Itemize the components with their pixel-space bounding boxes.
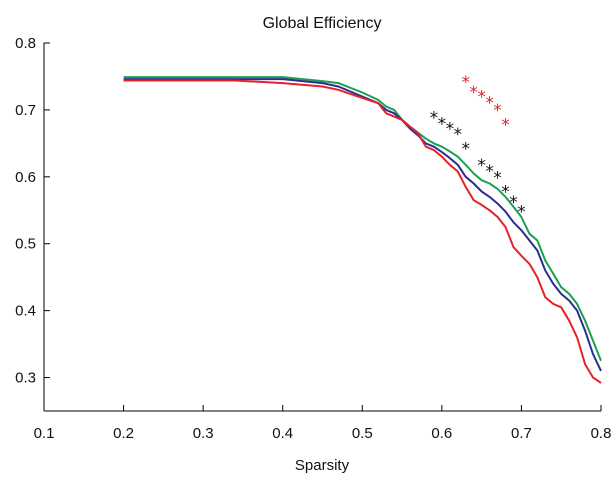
markers-group: ** * * *** * * *** * *** * — [430, 73, 526, 223]
series-line-3 — [123, 79, 602, 384]
x-tick-label: 0.2 — [113, 425, 134, 442]
marker-point-2: * — [509, 193, 518, 213]
x-tick-label: 0.3 — [193, 425, 214, 442]
marker-point-1: * — [493, 101, 502, 121]
x-tick-label: 0.8 — [591, 425, 612, 442]
chart-title: Global Efficiency — [263, 15, 382, 32]
x-tick-label: 0.4 — [272, 425, 293, 442]
marker-point-1: * — [485, 94, 494, 114]
series-line-1 — [123, 76, 602, 362]
y-tick-label: 0.6 — [15, 169, 36, 186]
y-tick-label: 0.8 — [15, 35, 36, 52]
x-tick-label: 0.1 — [34, 425, 55, 442]
marker-point-1: * — [477, 88, 486, 108]
y-tick-label: 0.4 — [15, 303, 36, 320]
marker-point-2: * — [477, 156, 486, 176]
y-tick-label: 0.3 — [15, 370, 36, 387]
marker-point-2: * — [461, 140, 470, 160]
marker-point-1: * — [501, 116, 510, 136]
x-tick-label: 0.6 — [431, 425, 452, 442]
marker-point-2: * — [517, 203, 526, 223]
marker-point-1: * — [461, 73, 470, 93]
marker-point-2: * — [438, 114, 447, 134]
x-tick-label: 0.7 — [511, 425, 532, 442]
marker-point-2: * — [430, 108, 439, 128]
series-group — [123, 76, 602, 384]
y-tick-label: 0.7 — [15, 102, 36, 119]
y-tick-label: 0.5 — [15, 236, 36, 253]
series-line-2 — [123, 78, 602, 372]
marker-point-2: * — [493, 168, 502, 188]
marker-point-2: * — [485, 162, 494, 182]
x-axis-title: Sparsity — [295, 457, 350, 474]
marker-point-2: * — [454, 125, 463, 145]
axes: 0.1 0.2 0.3 0.4 0.5 0.6 0.7 0.8 0.3 0.4 0.5 0.6 0.7 0… — [15, 35, 611, 442]
marker-point-2: * — [446, 120, 455, 140]
marker-point-2: * — [501, 183, 510, 203]
x-tick-label: 0.5 — [352, 425, 373, 442]
marker-point-1: * — [469, 83, 478, 103]
